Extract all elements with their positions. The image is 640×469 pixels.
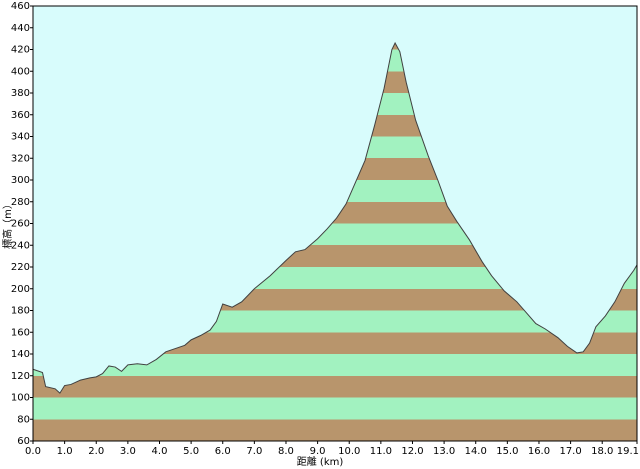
y-tick-label: 400 (11, 66, 30, 77)
x-tick-label: 4.0 (152, 446, 168, 457)
x-tick-label: 6.0 (215, 446, 231, 457)
x-tick-label: 19.1 (617, 446, 639, 457)
y-tick-label: 280 (11, 197, 30, 208)
x-tick-label: 11.0 (370, 446, 392, 457)
x-tick-label: 16.0 (528, 446, 550, 457)
y-tick-label: 260 (11, 219, 30, 230)
x-tick-label: 10.0 (338, 446, 360, 457)
x-tick-label: 7.0 (246, 446, 262, 457)
x-tick-label: 12.0 (401, 446, 423, 457)
y-tick-label: 240 (11, 240, 30, 251)
y-tick-label: 100 (11, 393, 30, 404)
y-tick-label: 120 (11, 371, 30, 382)
elevation-area (33, 42, 637, 441)
x-tick-label: 5.0 (183, 446, 199, 457)
x-tick-label: 0.0 (25, 446, 41, 457)
x-tick-label: 14.0 (465, 446, 487, 457)
x-tick-label: 1.0 (57, 446, 73, 457)
y-tick-label: 140 (11, 349, 30, 360)
y-tick-label: 220 (11, 262, 30, 273)
y-axis-label: 標高（m） (1, 199, 14, 249)
x-tick-label: 13.0 (433, 446, 455, 457)
y-tick-label: 440 (11, 23, 30, 34)
y-tick-label: 420 (11, 45, 30, 56)
y-tick-label: 200 (11, 284, 30, 295)
x-tick-label: 15.0 (496, 446, 518, 457)
x-tick-label: 3.0 (120, 446, 136, 457)
y-tick-label: 60 (17, 436, 30, 447)
y-tick-label: 80 (17, 414, 30, 425)
elevation-line (32, 41, 638, 394)
y-tick-label: 340 (11, 132, 30, 143)
x-tick-label: 8.0 (278, 446, 294, 457)
y-tick-label: 300 (11, 175, 30, 186)
x-tick-label: 18.0 (591, 446, 613, 457)
x-tick-label: 17.0 (559, 446, 581, 457)
x-axis-label: 距離 (km) (297, 455, 344, 468)
y-tick-label: 160 (11, 327, 30, 338)
y-tick-label: 380 (11, 88, 30, 99)
y-tick-label: 320 (11, 153, 30, 164)
y-tick-label: 460 (11, 1, 30, 12)
y-tick-label: 180 (11, 306, 30, 317)
y-tick-label: 360 (11, 110, 30, 121)
x-tick-label: 9.0 (310, 446, 326, 457)
x-tick-label: 2.0 (88, 446, 104, 457)
